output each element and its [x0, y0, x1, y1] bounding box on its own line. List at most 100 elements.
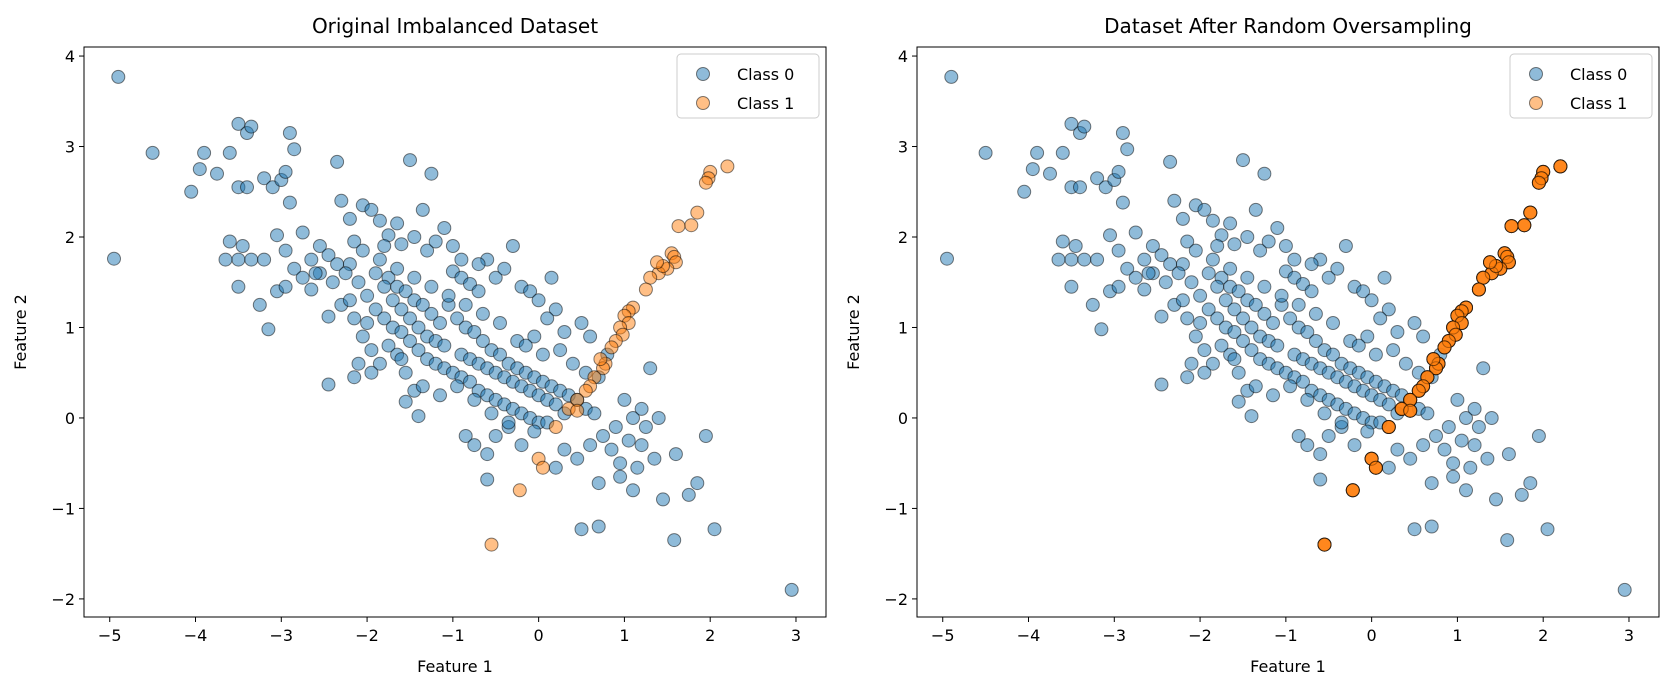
scatter-point-class1 [1368, 460, 1383, 475]
x-tick-label: 3 [791, 626, 801, 645]
scatter-point-class0 [304, 252, 319, 267]
scatter-point-class0 [398, 365, 413, 380]
scatter-point-class0 [1115, 195, 1130, 210]
scatter-point-class0 [295, 225, 310, 240]
x-tick-label: 0 [1367, 626, 1377, 645]
scatter-point-class0 [1386, 343, 1401, 358]
scatter-point-class0 [488, 270, 503, 285]
scatter-point-class0 [1227, 325, 1242, 339]
scatter-point-class0 [1338, 239, 1353, 253]
scatter-point-class0 [1463, 460, 1478, 475]
scatter-point-class0 [458, 429, 473, 443]
scatter-point-class0 [364, 202, 379, 217]
scatter-point-class0 [1244, 343, 1259, 358]
scatter-point-class0 [411, 320, 426, 335]
scatter-point-class0 [497, 261, 512, 276]
scatter-point-class0 [480, 447, 495, 462]
scatter-point-class0 [1467, 401, 1482, 416]
scatter-point-class0 [540, 311, 555, 326]
scatter-point-class0 [428, 234, 443, 249]
scatter-point-class0 [368, 302, 383, 317]
scatter-point-class0 [1459, 483, 1473, 498]
scatter-point-class0 [1317, 406, 1332, 421]
scatter-point-class0 [1197, 365, 1212, 380]
scatter-point-class0 [287, 142, 302, 157]
scatter-point-class0 [192, 162, 207, 177]
scatter-point-class0 [330, 154, 345, 169]
x-tick-label: −4 [184, 626, 208, 645]
scatter-point-class0 [1236, 311, 1250, 326]
scatter-point-class0 [1223, 216, 1238, 231]
scatter-point-class0 [1500, 533, 1515, 548]
y-tick-label: −1 [51, 499, 75, 518]
scatter-point-class0 [390, 216, 405, 231]
scatter-point-class0 [1308, 334, 1323, 348]
scatter-point-class0 [1390, 442, 1405, 457]
scatter-point-class0 [1128, 270, 1143, 285]
scatter-point-class0 [1154, 377, 1169, 392]
scatter-point-class0 [527, 424, 542, 439]
scatter-point-class1 [1517, 218, 1532, 233]
x-axis-label-right: Feature 1 [1250, 657, 1326, 676]
scatter-point-class0 [1523, 476, 1538, 491]
scatter-point-class0 [1068, 239, 1083, 253]
scatter-point-class0 [454, 252, 469, 267]
scatter-point-class0 [475, 334, 490, 348]
legend-label-class1-left: Class 1 [737, 94, 794, 113]
scatter-point-class0 [1236, 153, 1250, 168]
scatter-point-class0 [415, 202, 430, 217]
scatter-point-class0 [583, 329, 598, 344]
scatter-point-class0 [630, 460, 645, 475]
scatter-point-class0 [1321, 270, 1336, 285]
scatter-point-class0 [1240, 230, 1255, 244]
scatter-point-class0 [1330, 261, 1345, 276]
legend-label-class0-right: Class 0 [1570, 65, 1627, 84]
scatter-point-class0 [1064, 279, 1079, 294]
scatter-point-class0 [394, 325, 409, 339]
scatter-point-class0 [1137, 252, 1152, 267]
scatter-point-class0 [1617, 582, 1632, 597]
y-tick-label: −1 [884, 499, 908, 518]
scatter-point-class0 [1291, 429, 1306, 443]
scatter-point-class0 [690, 476, 705, 491]
scatter-point-class1 [1345, 483, 1360, 498]
scatter-point-class0 [1231, 365, 1246, 380]
scatter-point-class0 [1514, 487, 1529, 502]
legend-right: Class 0 Class 1 [1509, 53, 1653, 119]
chart-title-right: Dataset After Random Oversampling [1104, 14, 1472, 38]
scatter-point-class0 [1351, 338, 1366, 353]
legend-left: Class 0 Class 1 [676, 53, 820, 119]
scatter-point-class0 [570, 451, 585, 466]
scatter-point-class0 [1368, 347, 1383, 362]
scatter-point-class0 [222, 234, 237, 249]
scatter-point-class0 [424, 166, 439, 181]
scatter-point-class1 [1483, 255, 1497, 270]
scatter-point-class0 [312, 239, 327, 253]
scatter-point-class0 [1476, 361, 1491, 376]
scatter-point-class1 [593, 352, 608, 367]
scatter-point-class0 [1141, 266, 1156, 281]
scatter-point-class0 [707, 522, 722, 537]
x-tick-label: 2 [1538, 626, 1548, 645]
scatter-point-class0 [1154, 309, 1169, 324]
scatter-point-class0 [1175, 211, 1190, 226]
scatter-point-class0 [347, 234, 362, 249]
scatter-point-class0 [1377, 270, 1392, 285]
scatter-point-class0 [107, 251, 121, 266]
scatter-point-class0 [347, 370, 362, 385]
scatter-point-class0 [1304, 284, 1319, 299]
scatter-point-class0 [360, 316, 375, 330]
scatter-point-class1 [512, 483, 527, 498]
scatter-point-class0 [1090, 171, 1105, 186]
scatter-point-class0 [505, 239, 520, 253]
panel-left: Original Imbalanced Dataset −5 −4 −3 −2 −1 0 1… [11, 14, 827, 676]
scatter-point-class0 [304, 282, 319, 297]
scatter-point-class1 [1411, 383, 1426, 398]
scatter-point-class0 [372, 356, 387, 371]
scatter-point-class0 [1180, 370, 1195, 385]
scatter-point-class0 [681, 487, 696, 502]
y-tick-label: 2 [898, 228, 908, 247]
scatter-point-class0 [1407, 522, 1422, 537]
scatter-point-class1 [671, 219, 686, 234]
